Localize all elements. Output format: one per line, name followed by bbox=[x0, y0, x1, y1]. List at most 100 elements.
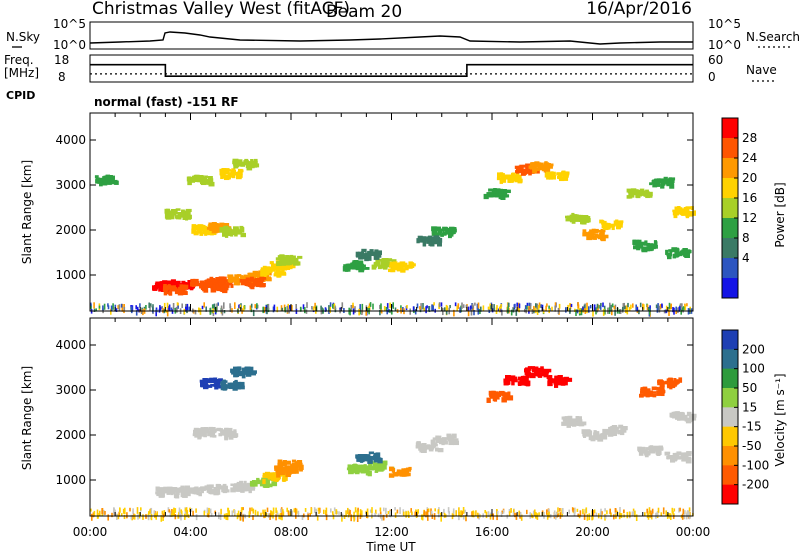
power-ground-scatter bbox=[110, 305, 113, 311]
power-echo-cell bbox=[537, 165, 542, 169]
velocity-echo-cell bbox=[243, 371, 249, 375]
power-echo-cell bbox=[278, 272, 282, 278]
velocity-echo-cell bbox=[239, 480, 244, 486]
velocity-echo-cell bbox=[213, 379, 218, 384]
velocity-echo-cell bbox=[285, 466, 289, 470]
power-ground-scatter bbox=[518, 303, 521, 309]
power-echo-cell bbox=[260, 277, 264, 282]
velocity-echo-cell bbox=[216, 383, 221, 388]
velocity-echo-cell bbox=[372, 466, 376, 470]
velocity-colorbar-swatch bbox=[722, 484, 738, 505]
velocity-ground-scatter bbox=[291, 510, 293, 516]
power-echo-cell bbox=[394, 262, 401, 267]
velocity-ground-scatter bbox=[421, 514, 424, 521]
power-echo-cell bbox=[564, 171, 569, 175]
velocity-echo-cell bbox=[230, 487, 236, 493]
power-echo-cell bbox=[229, 230, 236, 236]
velocity-ground-scatter bbox=[646, 509, 648, 514]
velocity-echo-cell bbox=[272, 472, 279, 476]
power-echo-cell bbox=[549, 164, 553, 169]
power-echo-cell bbox=[380, 261, 385, 266]
power-echo-cell bbox=[289, 254, 294, 259]
velocity-ground-scatter bbox=[252, 515, 254, 521]
velocity-ground-scatter bbox=[394, 512, 397, 518]
power-ground-scatter bbox=[487, 306, 490, 310]
velocity-ground-scatter bbox=[579, 510, 582, 517]
velocity-colorbar-tick-label: 15 bbox=[742, 400, 757, 414]
power-echo-cell bbox=[590, 234, 595, 240]
power-echo-cell bbox=[202, 287, 207, 291]
power-echo-cell bbox=[266, 277, 272, 282]
power-ground-scatter bbox=[499, 305, 502, 313]
power-ground-scatter bbox=[445, 304, 448, 311]
velocity-echo-cell bbox=[200, 489, 204, 494]
power-echo-cell bbox=[279, 256, 285, 261]
power-ground-scatter bbox=[229, 303, 231, 308]
velocity-echo-cell bbox=[180, 485, 185, 489]
power-echo-cell bbox=[285, 260, 291, 266]
power-ground-scatter bbox=[168, 304, 171, 312]
velocity-ground-scatter bbox=[226, 513, 229, 521]
velocity-echo-cell bbox=[543, 371, 547, 375]
power-echo-cell bbox=[237, 159, 243, 163]
velocity-ground-scatter bbox=[410, 508, 412, 513]
power-echo-cell bbox=[361, 248, 367, 253]
velocity-echo-cell bbox=[274, 476, 281, 481]
power-echo-cell bbox=[505, 174, 512, 179]
velocity-echo-cell bbox=[277, 459, 283, 464]
power-ground-scatter bbox=[93, 308, 96, 312]
velocity-echo-cell bbox=[569, 420, 574, 423]
power-ground-scatter bbox=[272, 306, 275, 313]
velocity-ground-scatter bbox=[543, 512, 545, 519]
velocity-echo-cell bbox=[368, 451, 375, 455]
velocity-ground-scatter bbox=[137, 514, 139, 520]
noise-sky-trace bbox=[89, 31, 693, 45]
power-ground-scatter bbox=[249, 305, 252, 311]
velocity-echo-cell bbox=[689, 415, 695, 419]
velocity-ground-scatter bbox=[417, 509, 419, 514]
velocity-ground-scatter bbox=[582, 508, 584, 515]
velocity-echo-cell bbox=[597, 436, 604, 442]
power-ground-scatter bbox=[314, 302, 316, 309]
power-echo-cell bbox=[387, 262, 392, 268]
power-echo-cell bbox=[603, 234, 609, 239]
velocity-colorbar-swatch bbox=[722, 407, 738, 428]
power-echo-cell bbox=[652, 184, 658, 188]
power-ground-scatter bbox=[166, 309, 169, 317]
power-echo-cell bbox=[193, 279, 197, 285]
velocity-echo-cell bbox=[280, 461, 286, 467]
velocity-ground-scatter bbox=[185, 507, 188, 513]
velocity-echo-cell bbox=[213, 428, 217, 433]
velocity-echo-cell bbox=[251, 370, 257, 374]
station-title: Christmas Valley West (fitACF) bbox=[92, 0, 350, 19]
velocity-echo-cell bbox=[175, 487, 180, 491]
power-ground-scatter bbox=[361, 309, 363, 315]
velocity-ground-scatter bbox=[275, 507, 277, 514]
velocity-ground-scatter bbox=[249, 507, 251, 515]
velocity-echo-cell bbox=[279, 469, 286, 476]
power-echo-cell bbox=[629, 193, 635, 198]
velocity-ground-scatter bbox=[647, 513, 650, 520]
velocity-echo-cell bbox=[561, 421, 567, 426]
power-ground-scatter bbox=[145, 305, 147, 310]
power-ground-scatter bbox=[473, 310, 475, 316]
velocity-colorbar-tick-label: -15 bbox=[742, 420, 762, 434]
velocity-echo-cell bbox=[442, 437, 448, 440]
power-ground-scatter bbox=[628, 306, 631, 312]
power-ground-scatter bbox=[333, 303, 336, 310]
power-echo-cell bbox=[232, 276, 236, 281]
power-echo-cell bbox=[522, 168, 529, 173]
power-echo-cell bbox=[186, 176, 190, 182]
power-echo-cell bbox=[289, 261, 293, 265]
velocity-echo-cell bbox=[276, 472, 281, 478]
power-echo-cell bbox=[112, 179, 118, 184]
velocity-echo-cell bbox=[366, 454, 371, 457]
power-echo-cell bbox=[564, 176, 569, 181]
power-echo-cell bbox=[219, 170, 223, 176]
velocity-echo-cell bbox=[380, 461, 386, 465]
power-ground-scatter bbox=[250, 303, 253, 308]
power-echo-cell bbox=[586, 219, 590, 223]
velocity-echo-cell bbox=[494, 391, 499, 395]
power-ground-scatter bbox=[554, 305, 556, 312]
velocity-ground-scatter bbox=[606, 510, 608, 515]
